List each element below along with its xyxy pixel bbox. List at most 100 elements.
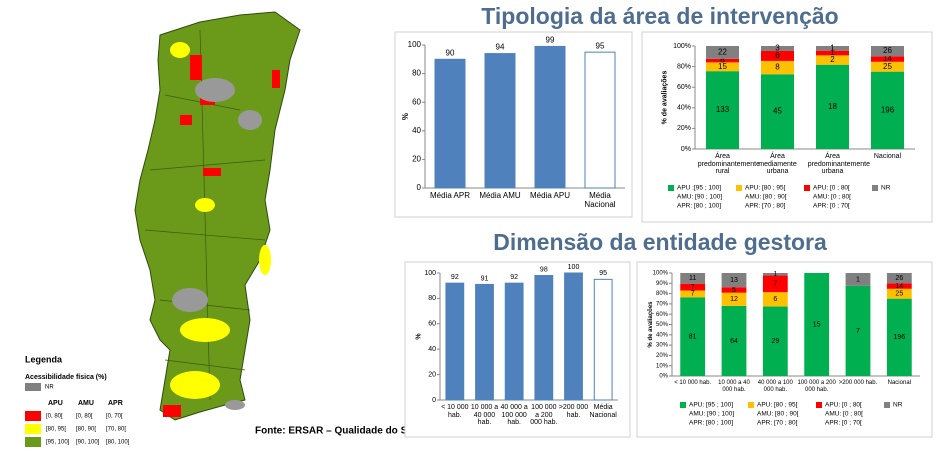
legend-title: Legenda xyxy=(25,354,63,364)
bar-segment xyxy=(680,273,706,284)
map-region xyxy=(225,400,245,410)
legend-label: APR: [80 ; 100] xyxy=(689,420,733,427)
legend-swatch xyxy=(25,383,41,391)
bar-segment xyxy=(721,273,747,288)
bar xyxy=(593,278,613,401)
section-heading: Dimensão da entidade gestora xyxy=(493,229,827,255)
bar-segment xyxy=(816,50,849,56)
value-label: 100 xyxy=(568,264,580,271)
bar-segment xyxy=(721,287,747,293)
y-tick-label: 0 xyxy=(432,397,436,404)
x-tick-label: 40 000 a 100 000 hab. xyxy=(757,380,793,393)
value-label: 25 xyxy=(895,291,903,298)
bar-segment xyxy=(762,275,788,293)
bar xyxy=(475,283,494,401)
legend-label: APU: [0 ; 80[ xyxy=(825,402,862,409)
y-tick-label: 0% xyxy=(681,146,691,153)
legend-label: APR: [80 ; 100] xyxy=(677,203,721,210)
y-tick-label: 100 xyxy=(424,270,436,277)
bar-segment xyxy=(871,71,904,149)
bar-segment xyxy=(845,285,871,376)
x-tick-label: Área predominantemente urbana xyxy=(807,153,871,176)
value-label: 2 xyxy=(830,55,835,64)
legend-label: APU: [80 ; 95[ xyxy=(757,402,798,409)
x-tick-label: 10 000 a 40 000 hab. xyxy=(718,380,750,393)
bar-segment xyxy=(680,297,706,376)
legend-label: NR xyxy=(45,385,54,391)
legend-swatch xyxy=(668,185,674,191)
y-tick-label: 20% xyxy=(677,125,691,132)
bar xyxy=(534,45,566,189)
value-label: 1 xyxy=(830,48,835,57)
y-tick-label: 10% xyxy=(656,363,669,369)
bar-segment xyxy=(886,298,912,376)
map-region xyxy=(195,198,215,212)
x-tick-label: Área predominantemente rural xyxy=(697,153,761,176)
legend-label: APR: [70 ; 80[ xyxy=(757,420,798,427)
y-tick-label: 40% xyxy=(656,332,669,338)
legend-label: [0, 70[ xyxy=(106,414,123,420)
value-label: 196 xyxy=(881,105,895,114)
value-label: 45 xyxy=(773,107,782,116)
y-tick-label: 100% xyxy=(673,43,691,50)
legend-label: NR xyxy=(893,402,903,409)
legend-label: [90, 100] xyxy=(76,440,100,446)
value-label: 5 xyxy=(732,287,736,294)
bar-segment xyxy=(706,71,739,149)
value-label: 92 xyxy=(510,274,518,281)
map xyxy=(134,11,301,421)
legend-header: APR xyxy=(108,400,123,407)
legend-swatch xyxy=(804,185,810,191)
value-label: 15 xyxy=(718,62,727,71)
legend-swatch xyxy=(25,437,41,447)
bar xyxy=(564,272,583,401)
value-label: 6 xyxy=(720,56,725,65)
value-label: 29 xyxy=(771,338,779,345)
y-tick-label: 20% xyxy=(656,353,669,359)
bar-segment xyxy=(762,306,788,376)
map-region xyxy=(163,405,181,417)
map-region xyxy=(180,318,230,342)
legend-swatch xyxy=(816,402,822,408)
value-label: 25 xyxy=(883,62,892,71)
value-label: 1 xyxy=(773,271,777,278)
x-tick-label: >200 000 hab. xyxy=(838,380,878,386)
bar-segment xyxy=(762,273,788,276)
y-tick-label: 0 xyxy=(417,183,422,192)
bar xyxy=(504,282,524,401)
bar-segment xyxy=(845,273,871,286)
bar-segment xyxy=(871,46,904,57)
bar-segment xyxy=(721,305,747,376)
bar-segment xyxy=(871,56,904,62)
legend-label: AMU: [0 ; 80[ xyxy=(825,411,863,418)
legend-label: [0, 80[ xyxy=(76,414,93,420)
value-label: 13 xyxy=(730,277,738,284)
value-label: 6 xyxy=(775,51,780,60)
bar-segment xyxy=(762,292,788,307)
bar-segment xyxy=(680,290,706,298)
y-axis-label: % xyxy=(415,333,422,340)
value-label: 98 xyxy=(540,266,548,273)
y-tick-label: 60 xyxy=(428,321,436,328)
y-tick-label: 80% xyxy=(656,291,669,297)
bar-segment xyxy=(816,46,849,51)
y-tick-label: 90% xyxy=(656,281,669,287)
value-label: 1 xyxy=(856,276,860,283)
legend-label: [70, 80[ xyxy=(106,427,126,433)
bar-segment xyxy=(680,283,706,291)
value-label: 1 xyxy=(830,43,835,52)
x-tick-label: 10 000 a 40 000 hab. xyxy=(470,404,499,427)
value-label: 12 xyxy=(730,296,738,303)
value-label: 14 xyxy=(895,283,903,290)
legend-label: APU: [95 ; 100] xyxy=(689,402,733,409)
legend-label: APR: [0 ; 70[ xyxy=(825,420,862,427)
y-tick-label: 40% xyxy=(677,105,691,112)
bar-segment xyxy=(706,58,739,63)
section-heading: Tipologia da área de intervenção xyxy=(481,3,838,29)
legend-label: AMU: [80 ; 90[ xyxy=(745,194,787,201)
legend-label: AMU: [0 ; 80[ xyxy=(813,194,851,201)
value-label: 64 xyxy=(730,338,738,345)
y-tick-label: 80 xyxy=(412,69,421,78)
legend-label: NR xyxy=(881,185,891,192)
